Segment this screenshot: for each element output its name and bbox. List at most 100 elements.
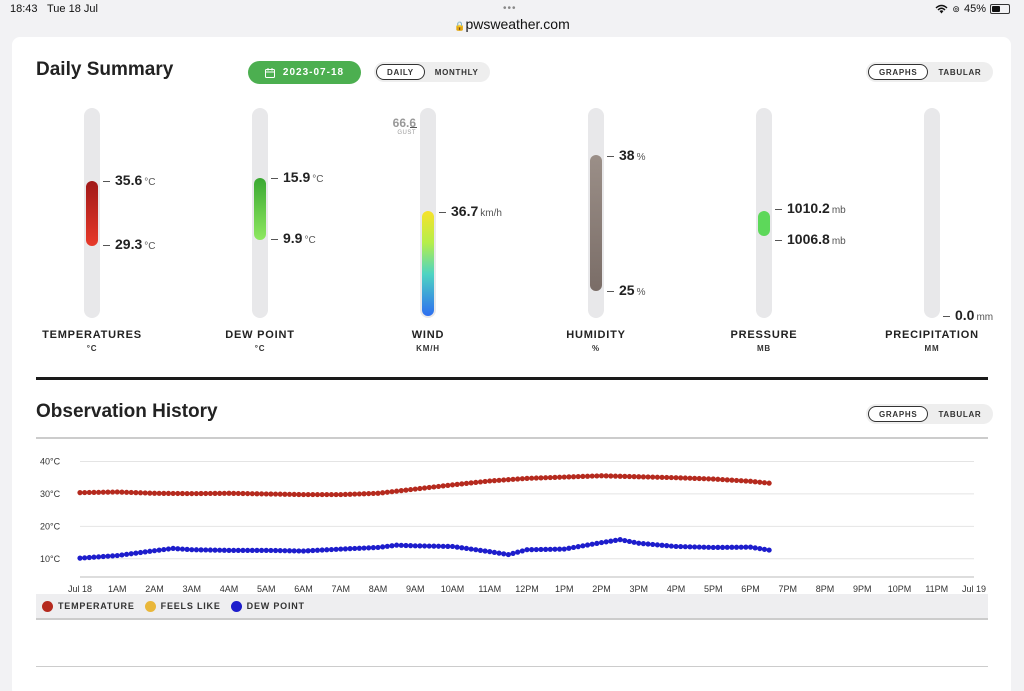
- dew-point-point: [417, 543, 423, 549]
- temperature-point: [729, 477, 735, 483]
- dew-point-point: [314, 547, 321, 553]
- date-picker-button[interactable]: 2023-07-18: [248, 61, 361, 84]
- tab-daily[interactable]: DAILY: [376, 64, 425, 80]
- x-tick-label: 6AM: [294, 584, 313, 593]
- dew-point-point: [682, 544, 688, 550]
- tab-tabular[interactable]: TABULAR: [938, 409, 982, 419]
- dew-point-point: [459, 545, 465, 551]
- dew-point-point: [394, 542, 400, 548]
- dew-point-point: [156, 547, 162, 553]
- temperature-point: [631, 474, 637, 480]
- temperature-point: [598, 473, 605, 479]
- dew-point-point: [212, 547, 218, 553]
- dew-point-point: [622, 537, 628, 544]
- legend-item-dew-point[interactable]: DEW POINT: [230, 600, 305, 612]
- temperature-point: [342, 491, 349, 498]
- temperature-point: [352, 491, 358, 497]
- dew-point-point: [407, 543, 414, 549]
- temperature-point: [226, 490, 232, 496]
- dew-point-point: [161, 546, 167, 553]
- temperature-point: [417, 485, 423, 492]
- tab-menu-icon[interactable]: •••: [503, 3, 517, 14]
- temperature-point: [552, 474, 558, 480]
- address-bar[interactable]: 🔒pwsweather.com: [0, 16, 1024, 32]
- wind-unit: KM/H: [416, 344, 440, 353]
- temperature-point: [235, 490, 241, 497]
- dew-point-point: [547, 546, 553, 552]
- x-tick-label: Jul 19: [962, 584, 986, 593]
- temperature-point: [566, 474, 572, 480]
- temperature-point: [692, 475, 698, 481]
- chart-legend: TEMPERATURE FEELS LIKE DEW POINT: [36, 594, 988, 618]
- temperature-point: [96, 489, 102, 495]
- dew-point-point: [352, 545, 358, 552]
- temperature-point: [263, 491, 269, 497]
- temperature-point: [519, 476, 525, 482]
- dew-point-point: [757, 545, 763, 552]
- temperature-point: [310, 491, 316, 498]
- status-indicators: ⊚ 45%: [935, 3, 1010, 15]
- legend-item-feels-like[interactable]: FEELS LIKE: [144, 600, 221, 612]
- tab-monthly[interactable]: MONTHLY: [434, 67, 479, 77]
- dew-point-point: [598, 539, 605, 546]
- temperature-point: [575, 473, 581, 480]
- dew-point-point: [198, 547, 204, 553]
- temperature-point: [510, 476, 516, 482]
- tab-tabular[interactable]: TABULAR: [938, 67, 982, 77]
- temperature-point: [277, 491, 283, 497]
- temperature-point: [678, 475, 684, 481]
- x-tick-label: 8PM: [816, 584, 835, 593]
- tab-graphs[interactable]: GRAPHS: [868, 64, 929, 80]
- dew-point-point: [96, 554, 102, 560]
- dew-point-point: [496, 550, 502, 556]
- temperature-point: [119, 489, 125, 495]
- temperature-point: [445, 482, 451, 488]
- summary-view-toggle: GRAPHS TABULAR: [866, 62, 994, 82]
- temperature-point: [249, 491, 255, 497]
- legend-label: FEELS LIKE: [160, 601, 221, 611]
- temperature-point: [570, 474, 577, 480]
- dew-point-point: [147, 548, 153, 554]
- temperature-point: [594, 473, 600, 479]
- dew-point-point: [310, 547, 316, 554]
- temperature-point: [724, 477, 730, 483]
- dew-point-point: [324, 547, 330, 553]
- battery-percent: 45%: [963, 3, 986, 15]
- temperature-point: [133, 490, 139, 496]
- pressure-range-bar: [758, 211, 770, 236]
- temperature-point: [473, 479, 479, 486]
- dew-point-point: [263, 547, 269, 553]
- dew-point-point: [342, 546, 349, 552]
- dew-point-point: [277, 547, 283, 554]
- dew-point-point: [659, 542, 665, 548]
- temperature-point: [142, 490, 148, 496]
- dew-point-point: [82, 555, 88, 561]
- dew-point-point: [300, 548, 307, 554]
- dew-point-point: [179, 546, 186, 552]
- temperature-point: [198, 490, 204, 497]
- temperature-point: [179, 490, 186, 497]
- dew-point-point: [426, 543, 432, 549]
- dew-point-point: [580, 543, 586, 549]
- temperature-point: [258, 491, 265, 497]
- legend-item-temperature[interactable]: TEMPERATURE: [42, 600, 135, 612]
- temperature-point: [347, 491, 353, 497]
- dew-point-point: [328, 546, 335, 553]
- temperature-point: [752, 479, 758, 485]
- dew-point-point: [678, 543, 684, 550]
- tab-graphs[interactable]: GRAPHS: [868, 406, 929, 422]
- dew-point-point: [338, 546, 344, 552]
- temperature-point: [370, 490, 376, 497]
- temperature-point: [212, 490, 218, 496]
- dew-point-point: [501, 551, 507, 557]
- temperature-point: [193, 490, 200, 497]
- temperature-point: [77, 490, 83, 496]
- dew-point-point: [538, 546, 544, 553]
- temperature-point: [254, 491, 260, 497]
- status-bar: 18:43 Tue 18 Jul ••• 🔒pwsweather.com ⊚ 4…: [0, 0, 1024, 36]
- dew-point-point: [491, 549, 498, 555]
- temperature-point: [137, 490, 144, 496]
- wind-bar: [422, 211, 434, 316]
- y-tick-label: 40°C: [40, 456, 61, 466]
- temperature-point: [319, 491, 325, 498]
